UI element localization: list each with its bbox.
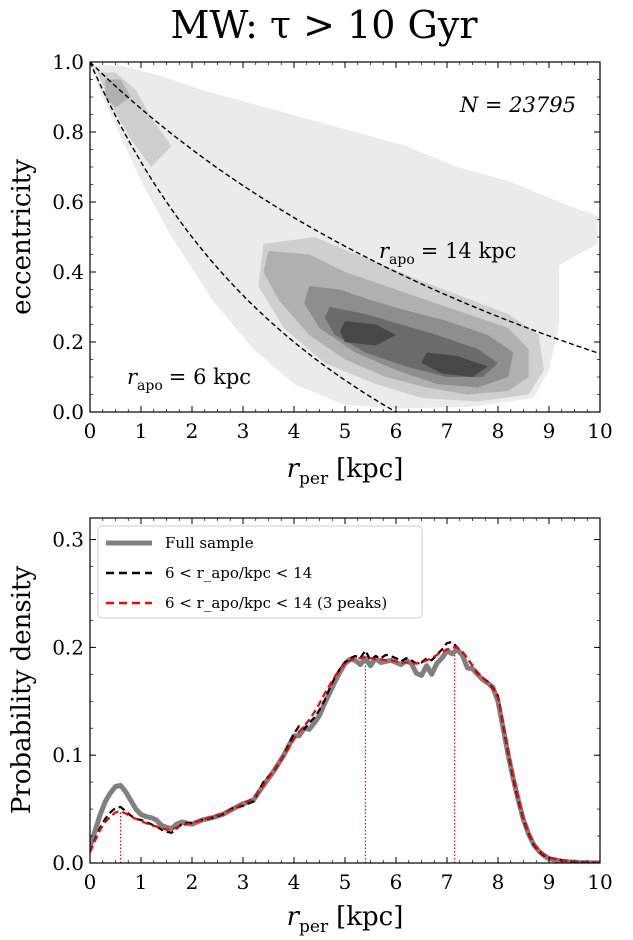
peak-markers: [119, 647, 456, 863]
annotation-n: N = 23795: [459, 93, 576, 117]
bottom-x-tick-label: 6: [390, 870, 403, 894]
curve-label-rapo-14: rapo = 14 kpc: [379, 239, 516, 268]
rapo-curve-6: [90, 62, 397, 412]
top-x-tick-label: 3: [237, 419, 250, 443]
bottom-x-tick-label: 10: [587, 870, 612, 894]
eccentricity-heatmap-panel: 0 1 2 3 4 5 6 7 8 9 10 0.0 0.2 0.4 0.6 0.8 1.0 N = 23795…: [7, 50, 613, 489]
density-contours: [91, 65, 598, 409]
bottom-x-tick-label: 5: [339, 870, 352, 894]
rapo-curves: [90, 62, 600, 412]
top-y-tick-label: 0.6: [52, 190, 84, 214]
bottom-y-tick-label: 0.3: [52, 528, 84, 552]
bottom-x-tick-label: 2: [186, 870, 199, 894]
curve-label-rapo-6: rapo = 6 kpc: [127, 365, 251, 394]
bottom-x-tick-label: 9: [543, 870, 556, 894]
probability-density-panel: 0 1 2 3 4 5 6 7 8 9 10 0.0 0.1 0.2 0.3 Full sample 6 <…: [7, 517, 613, 937]
bottom-axis-ticks: 0 1 2 3 4 5 6 7 8 9 10 0.0 0.1 0.2 0.3: [52, 518, 613, 894]
top-x-tick-label: 8: [492, 419, 505, 443]
bottom-x-tick-label: 1: [135, 870, 148, 894]
bottom-x-tick-label: 3: [237, 870, 250, 894]
bottom-y-tick-label: 0.2: [52, 635, 84, 659]
bottom-y-tick-label: 0.1: [52, 743, 84, 767]
top-x-tick-label: 1: [135, 419, 148, 443]
figure-title: MW: τ > 10 Gyr: [171, 3, 479, 47]
legend-frame: [97, 525, 423, 619]
density-contour-level-6: [339, 321, 396, 346]
legend: Full sample 6 < r_apo/kpc < 14 6 < r_apo…: [97, 525, 423, 619]
top-y-tick-label: 0.8: [52, 120, 84, 144]
bottom-y-axis-label: Probability density: [7, 566, 37, 815]
bottom-x-tick-label: 7: [441, 870, 454, 894]
legend-label-full-sample: Full sample: [165, 534, 254, 552]
top-x-tick-label: 9: [543, 419, 556, 443]
top-x-tick-label: 0: [84, 419, 97, 443]
bottom-x-tick-label: 0: [84, 870, 97, 894]
density-series: [90, 640, 600, 863]
top-y-tick-label: 1.0: [52, 50, 84, 74]
top-x-tick-label: 2: [186, 419, 199, 443]
density-contour-level-3: [105, 79, 131, 108]
top-y-tick-label: 0.2: [52, 330, 84, 354]
top-x-tick-label: 6: [390, 419, 403, 443]
top-axis-ticks: 0 1 2 3 4 5 6 7 8 9 10 0.0 0.2 0.4 0.6 0.8 1.0: [52, 50, 613, 443]
top-y-tick-label: 0.0: [52, 400, 84, 424]
rapo-curve-14: [90, 62, 600, 355]
bottom-x-tick-label: 8: [492, 870, 505, 894]
density-contour-level-6: [421, 352, 488, 377]
top-x-tick-label: 4: [288, 419, 301, 443]
top-x-tick-label: 5: [339, 419, 352, 443]
top-y-tick-label: 0.4: [52, 260, 84, 284]
top-y-axis-label: eccentricity: [7, 159, 37, 315]
bottom-x-tick-label: 4: [288, 870, 301, 894]
legend-label-rapo-range: 6 < r_apo/kpc < 14: [165, 564, 312, 582]
bottom-x-axis-label: rper [kpc]: [287, 902, 404, 937]
top-x-tick-label: 7: [441, 419, 454, 443]
bottom-y-tick-label: 0.0: [52, 851, 84, 875]
series-line-3: [90, 646, 600, 863]
top-x-axis-label: rper [kpc]: [287, 454, 404, 489]
series-line-1: [90, 647, 600, 863]
legend-label-rapo-range-3-peaks: 6 < r_apo/kpc < 14 (3 peaks): [165, 594, 387, 612]
top-x-tick-label: 10: [587, 419, 612, 443]
